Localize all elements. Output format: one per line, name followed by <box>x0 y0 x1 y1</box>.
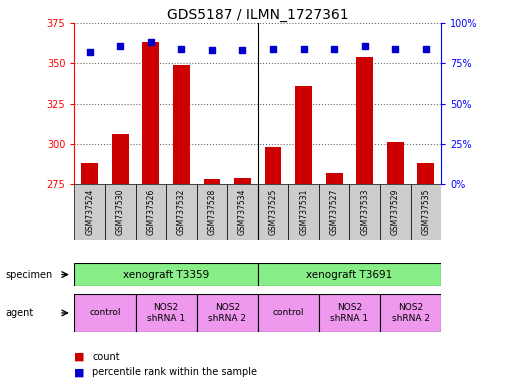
Point <box>208 47 216 53</box>
Bar <box>357 57 373 384</box>
Bar <box>265 147 282 384</box>
Bar <box>135 184 166 240</box>
Bar <box>196 294 258 332</box>
Text: NOS2
shRNA 2: NOS2 shRNA 2 <box>208 303 246 323</box>
Bar <box>196 184 227 240</box>
Text: GSM737526: GSM737526 <box>146 189 155 235</box>
Bar <box>173 65 190 384</box>
Bar <box>135 294 196 332</box>
Point <box>147 39 155 45</box>
Bar <box>166 184 196 240</box>
Bar <box>81 163 98 384</box>
Text: GSM737532: GSM737532 <box>177 189 186 235</box>
Bar <box>387 142 404 384</box>
Point <box>361 43 369 49</box>
Bar <box>143 42 159 384</box>
Bar <box>258 294 319 332</box>
Bar <box>258 263 441 286</box>
Text: specimen: specimen <box>5 270 52 280</box>
Text: ■ percentile rank within the sample: ■ percentile rank within the sample <box>0 383 1 384</box>
Point <box>391 46 400 52</box>
Bar <box>74 263 258 286</box>
Text: GSM737524: GSM737524 <box>85 189 94 235</box>
Bar <box>380 184 410 240</box>
Text: NOS2
shRNA 2: NOS2 shRNA 2 <box>391 303 429 323</box>
Text: NOS2
shRNA 1: NOS2 shRNA 1 <box>147 303 185 323</box>
Text: GSM737530: GSM737530 <box>116 189 125 235</box>
Point <box>239 47 247 53</box>
Text: GSM737531: GSM737531 <box>299 189 308 235</box>
Bar <box>234 178 251 384</box>
Bar <box>418 163 435 384</box>
Point <box>177 46 186 52</box>
Bar <box>74 184 105 240</box>
Bar <box>319 184 349 240</box>
Point <box>300 46 308 52</box>
Bar <box>227 184 258 240</box>
Point <box>116 43 124 49</box>
Bar <box>319 294 380 332</box>
Point <box>86 49 94 55</box>
Text: xenograft T3691: xenograft T3691 <box>306 270 392 280</box>
Text: ■: ■ <box>74 367 85 377</box>
Text: percentile rank within the sample: percentile rank within the sample <box>92 367 258 377</box>
Text: GSM737528: GSM737528 <box>207 189 216 235</box>
Text: ■: ■ <box>74 352 85 362</box>
Text: GSM737535: GSM737535 <box>421 189 430 235</box>
Text: agent: agent <box>5 308 33 318</box>
Text: GSM737525: GSM737525 <box>269 189 278 235</box>
Bar <box>112 134 129 384</box>
Text: control: control <box>272 308 304 318</box>
Point <box>422 46 430 52</box>
Point <box>330 46 338 52</box>
Bar <box>295 86 312 384</box>
Title: GDS5187 / ILMN_1727361: GDS5187 / ILMN_1727361 <box>167 8 349 22</box>
Bar <box>204 179 221 384</box>
Text: control: control <box>89 308 121 318</box>
Bar <box>288 184 319 240</box>
Bar <box>74 294 135 332</box>
Text: xenograft T3359: xenograft T3359 <box>123 270 209 280</box>
Text: ■ count: ■ count <box>0 383 1 384</box>
Text: GSM737534: GSM737534 <box>238 189 247 235</box>
Point <box>269 46 277 52</box>
Bar <box>326 173 343 384</box>
Text: GSM737527: GSM737527 <box>330 189 339 235</box>
Bar <box>258 184 288 240</box>
Bar <box>380 294 441 332</box>
Text: GSM737533: GSM737533 <box>360 189 369 235</box>
Text: count: count <box>92 352 120 362</box>
Text: NOS2
shRNA 1: NOS2 shRNA 1 <box>330 303 368 323</box>
Bar <box>105 184 135 240</box>
Bar <box>349 184 380 240</box>
Text: GSM737529: GSM737529 <box>391 189 400 235</box>
Bar <box>410 184 441 240</box>
